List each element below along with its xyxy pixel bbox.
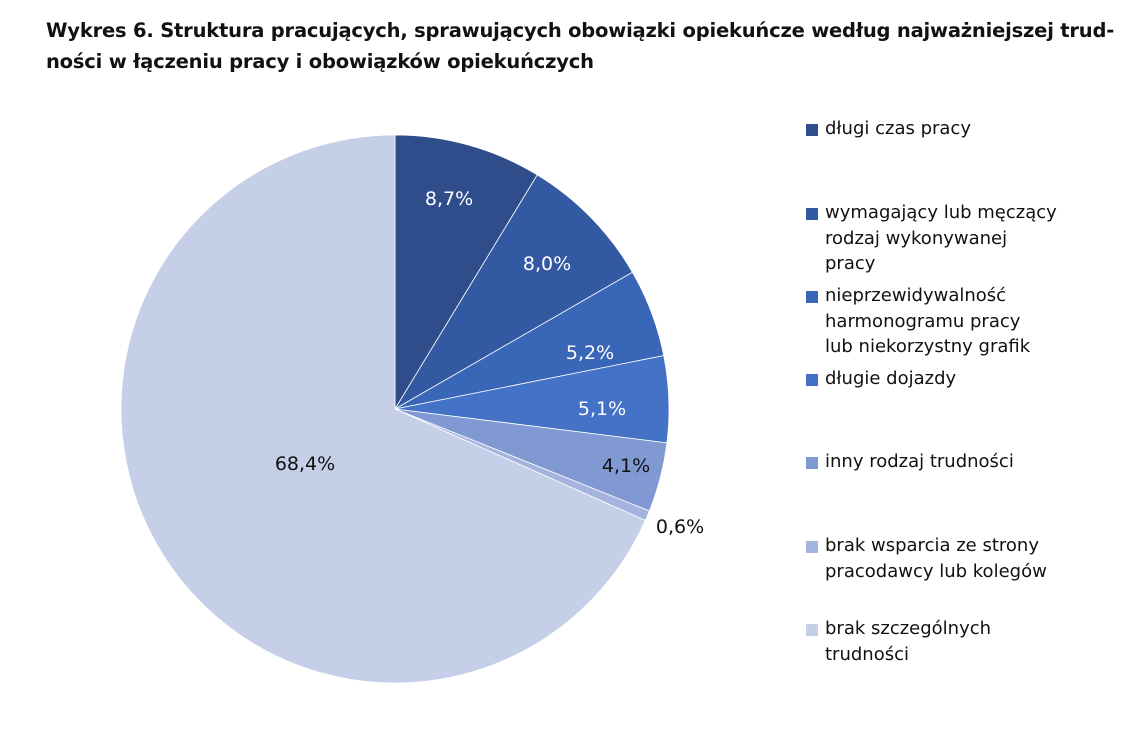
slice-label-3: 5,2% bbox=[566, 342, 614, 364]
pie-slice-1 bbox=[394, 134, 538, 411]
slice-label-5: 4,1% bbox=[602, 455, 650, 477]
slice-label-1: 8,7% bbox=[425, 188, 473, 210]
pie-slice-7 bbox=[120, 134, 646, 684]
slice-label-6: 0,6% bbox=[656, 516, 704, 538]
pie-slice-2 bbox=[394, 174, 633, 410]
chart-title-line-2: ności w łączeniu pracy i obowiązków opie… bbox=[46, 50, 594, 73]
chart-title-line-1: Wykres 6. Struktura pracujących, sprawuj… bbox=[46, 19, 1115, 42]
slice-label-2: 8,0% bbox=[523, 253, 571, 275]
slice-label-7: 68,4% bbox=[275, 453, 335, 475]
chart-title: Wykres 6. Struktura pracujących, sprawuj… bbox=[46, 15, 1115, 77]
slice-label-4: 5,1% bbox=[578, 398, 626, 420]
